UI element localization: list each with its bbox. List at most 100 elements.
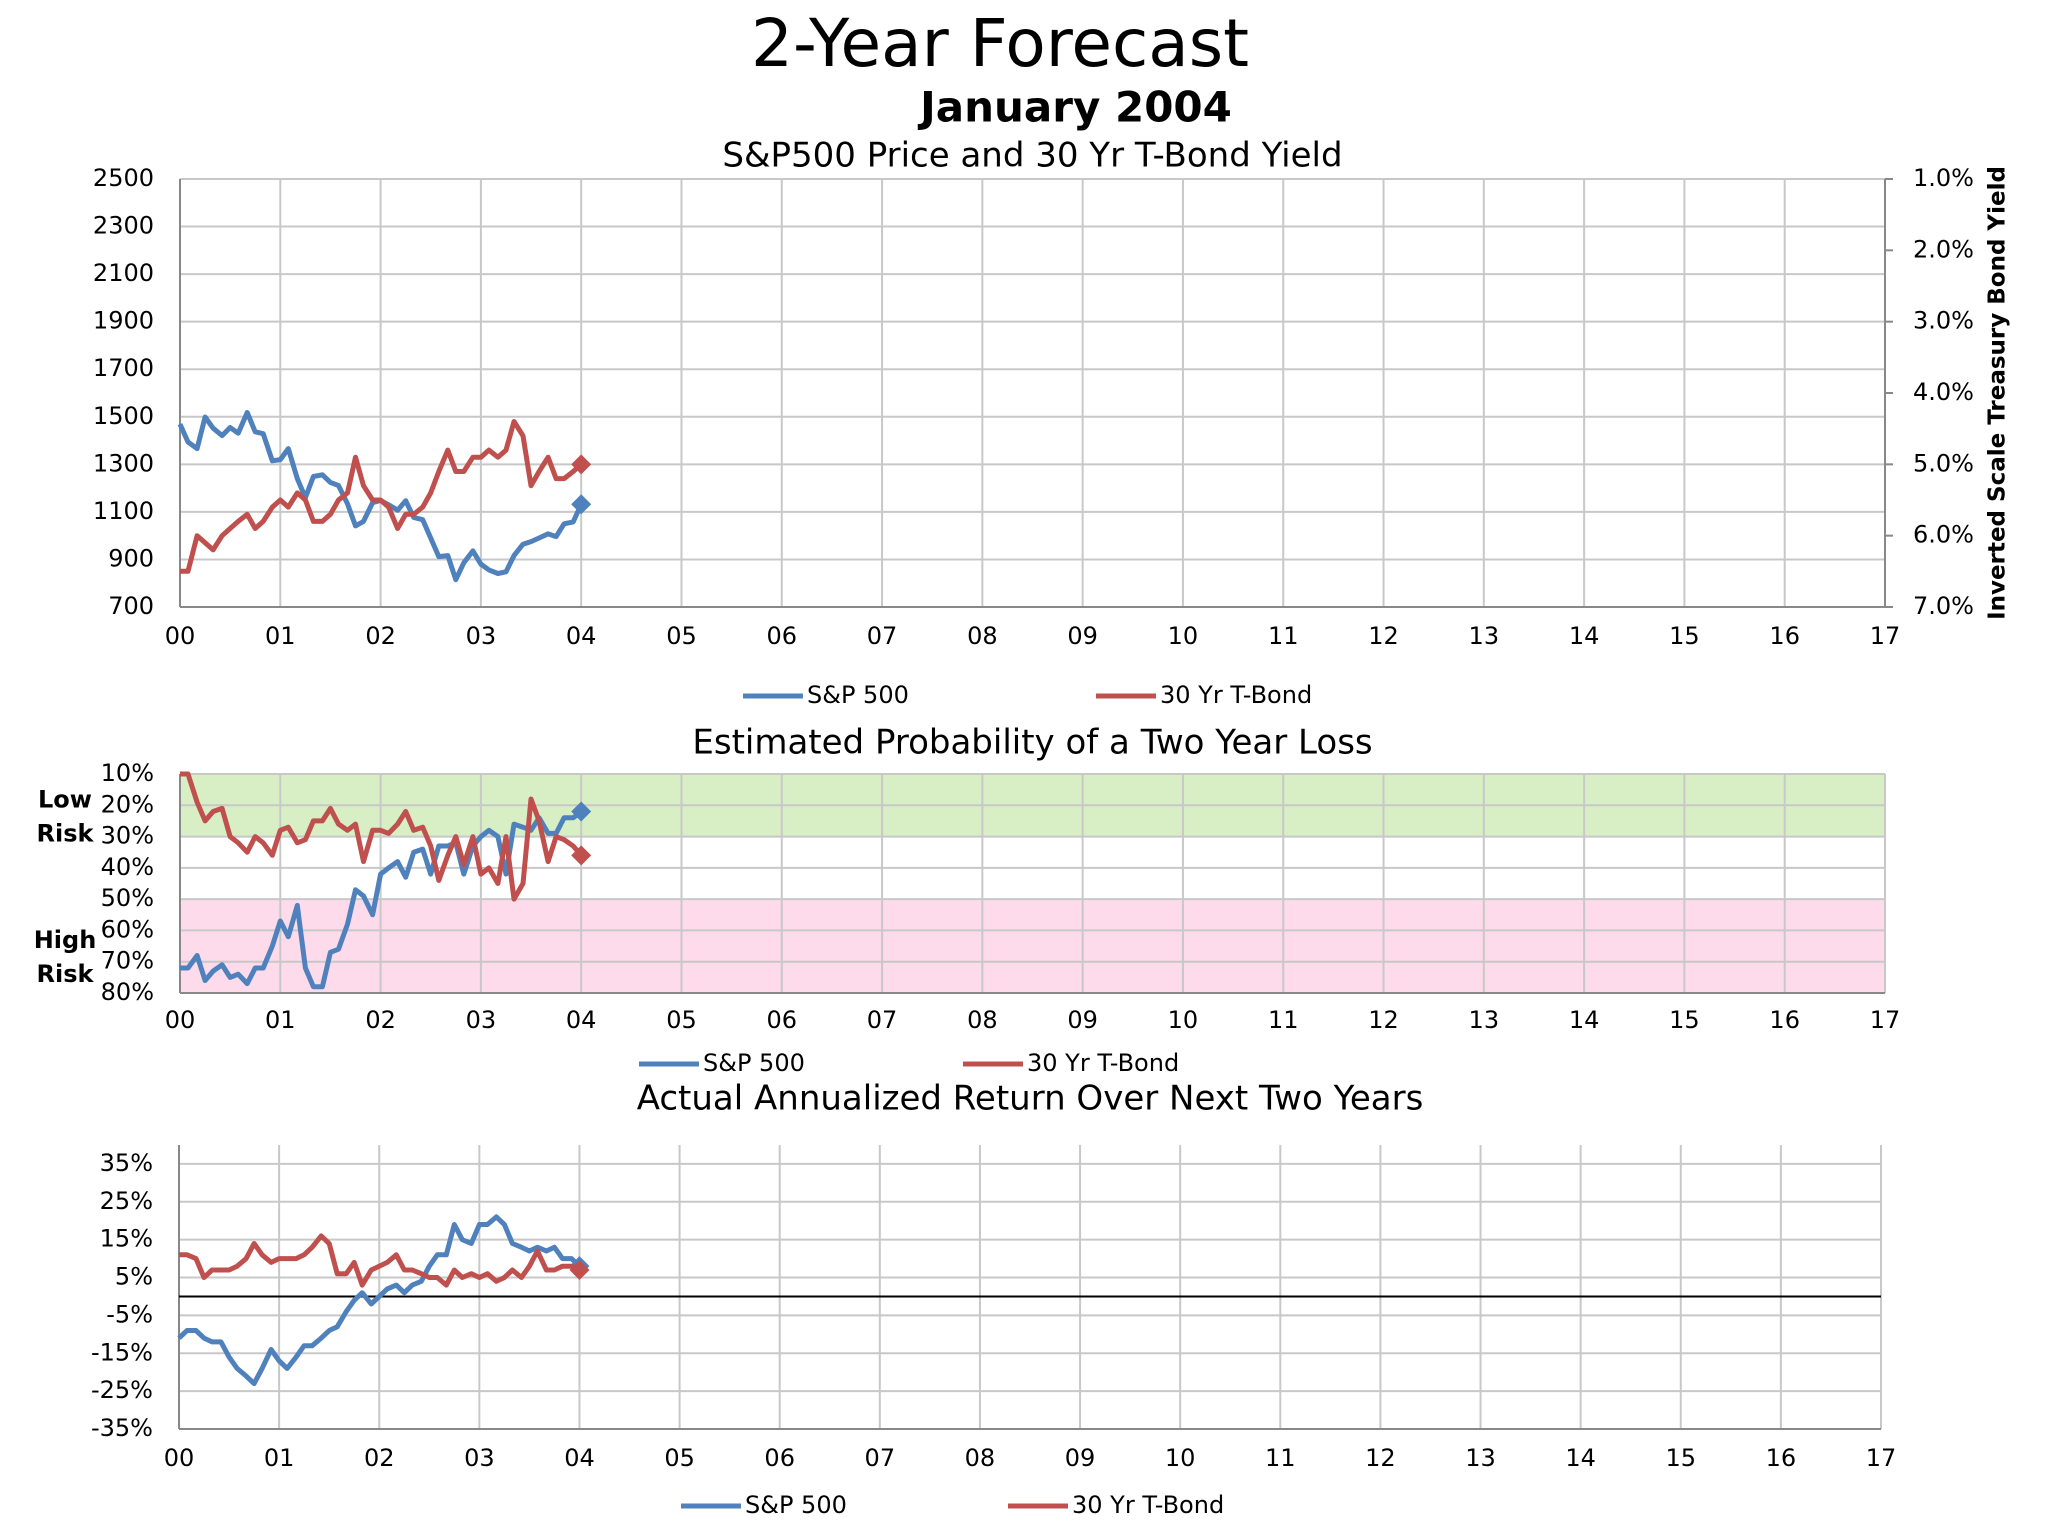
x-tick-label: 03: [466, 1006, 497, 1034]
end-marker: [569, 1259, 590, 1280]
y-tick-label: -15%: [91, 1338, 153, 1366]
x-tick-label: 01: [265, 622, 296, 650]
risk-band: [180, 899, 1885, 993]
x-tick-label: 04: [566, 622, 597, 650]
y2-tick-label: 2.0%: [1913, 235, 1974, 263]
x-tick-label: 11: [1268, 1006, 1299, 1034]
y-tick-label: 60%: [101, 915, 154, 943]
chart-title: Estimated Probability of a Two Year Loss: [692, 723, 1372, 763]
x-tick-label: 06: [766, 622, 797, 650]
y-tick-label: 70%: [101, 947, 154, 975]
x-tick-label: 02: [365, 622, 396, 650]
y2-axis-label: Inverted Scale Treasury Bond Yield: [1985, 166, 2011, 620]
chart-title: S&P500 Price and 30 Yr T-Bond Yield: [722, 136, 1342, 176]
x-tick-label: 16: [1766, 1444, 1797, 1472]
x-tick-label: 08: [967, 622, 998, 650]
x-tick-label: 09: [1065, 1444, 1096, 1472]
x-tick-label: 03: [464, 1444, 495, 1472]
x-tick-label: 15: [1669, 1006, 1700, 1034]
x-tick-label: 16: [1769, 622, 1800, 650]
x-tick-label: 09: [1067, 1006, 1098, 1034]
y-tick-label: 15%: [100, 1225, 153, 1253]
y-tick-label: 35%: [100, 1149, 153, 1177]
y-tick-label: 1900: [93, 307, 154, 335]
x-tick-label: 03: [466, 622, 497, 650]
x-tick-label: 15: [1665, 1444, 1696, 1472]
x-tick-label: 13: [1465, 1444, 1496, 1472]
x-tick-label: 04: [566, 1006, 597, 1034]
y2-tick-label: 5.0%: [1913, 449, 1974, 477]
legend-label: S&P 500: [745, 1491, 847, 1519]
x-tick-label: 00: [165, 1006, 196, 1034]
x-tick-label: 02: [364, 1444, 395, 1472]
x-tick-label: 11: [1268, 622, 1299, 650]
series-line: [177, 1214, 582, 1387]
x-tick-label: 06: [764, 1444, 795, 1472]
x-tick-label: 00: [164, 1444, 195, 1472]
x-tick-label: 12: [1368, 622, 1399, 650]
x-tick-label: 01: [265, 1006, 296, 1034]
x-tick-label: 08: [967, 1006, 998, 1034]
end-marker: [571, 845, 592, 866]
y2-tick-label: 6.0%: [1913, 521, 1974, 549]
x-tick-label: 10: [1168, 622, 1199, 650]
x-tick-label: 16: [1769, 1006, 1800, 1034]
x-tick-label: 17: [1870, 622, 1901, 650]
y-tick-label: 10%: [101, 759, 154, 787]
x-tick-label: 10: [1165, 1444, 1196, 1472]
legend-label: S&P 500: [807, 681, 909, 709]
x-tick-label: 17: [1870, 1006, 1901, 1034]
y2-tick-label: 7.0%: [1913, 592, 1974, 620]
x-tick-label: 12: [1365, 1444, 1396, 1472]
y-tick-label: 50%: [101, 884, 154, 912]
band-label: High: [34, 926, 97, 954]
series-line: [180, 771, 584, 902]
legend-label: 30 Yr T-Bond: [1160, 681, 1312, 709]
x-tick-label: 05: [664, 1444, 695, 1472]
x-tick-label: 09: [1067, 622, 1098, 650]
y-tick-label: 1100: [93, 497, 154, 525]
legend-label: S&P 500: [703, 1049, 805, 1077]
series-line: [180, 809, 583, 990]
x-tick-label: 14: [1569, 1006, 1600, 1034]
series-line: [179, 1233, 581, 1288]
x-tick-label: 14: [1569, 622, 1600, 650]
chart-title: Actual Annualized Return Over Next Two Y…: [637, 1079, 1424, 1119]
x-tick-label: 02: [365, 1006, 396, 1034]
x-tick-label: 07: [865, 1444, 896, 1472]
x-tick-label: 08: [965, 1444, 996, 1472]
x-tick-label: 12: [1368, 1006, 1399, 1034]
x-tick-label: 01: [264, 1444, 295, 1472]
y-tick-label: 1700: [93, 354, 154, 382]
x-tick-label: 06: [766, 1006, 797, 1034]
y-tick-label: 20%: [101, 790, 154, 818]
x-tick-label: 13: [1469, 1006, 1500, 1034]
end-marker: [571, 801, 592, 822]
y-tick-label: 80%: [101, 978, 154, 1006]
y-tick-label: 30%: [101, 822, 154, 850]
y-tick-label: 2500: [93, 164, 154, 192]
y2-tick-label: 1.0%: [1913, 164, 1974, 192]
y-tick-label: -5%: [106, 1300, 153, 1328]
x-tick-label: 17: [1866, 1444, 1897, 1472]
y-tick-label: 1300: [93, 449, 154, 477]
y-tick-label: -35%: [91, 1414, 153, 1442]
y-tick-label: 900: [108, 544, 154, 572]
x-tick-label: 11: [1265, 1444, 1296, 1472]
end-marker: [571, 494, 592, 515]
band-label: Risk: [37, 960, 95, 988]
series-line: [180, 419, 583, 574]
y-tick-label: 1500: [93, 402, 154, 430]
x-tick-label: 05: [666, 622, 697, 650]
x-tick-label: 07: [867, 1006, 898, 1034]
x-tick-label: 13: [1469, 622, 1500, 650]
x-tick-label: 07: [867, 622, 898, 650]
y-tick-label: 700: [108, 592, 154, 620]
y-tick-label: 2100: [93, 259, 154, 287]
x-tick-label: 15: [1669, 622, 1700, 650]
y-tick-label: -25%: [91, 1376, 153, 1404]
x-tick-label: 04: [564, 1444, 595, 1472]
band-label: Risk: [37, 819, 95, 847]
y-tick-label: 25%: [100, 1187, 153, 1215]
